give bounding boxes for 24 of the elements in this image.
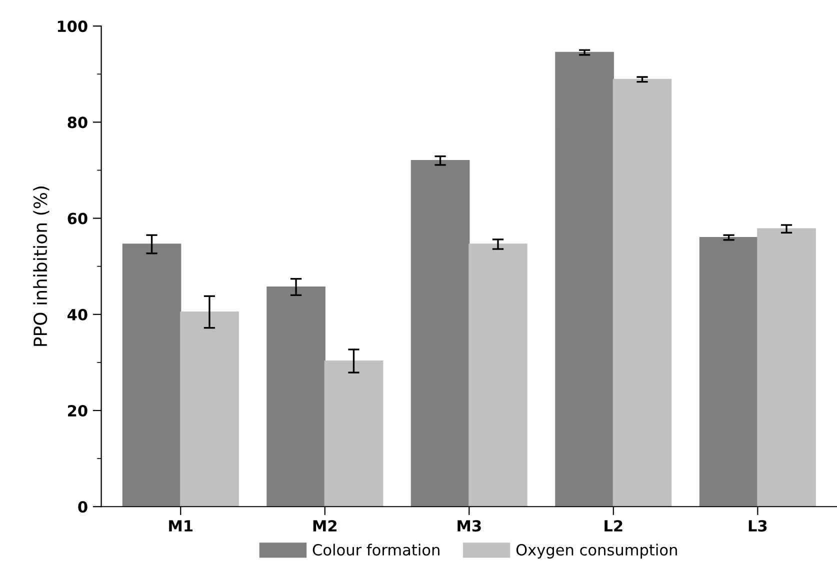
y-tick-label: 0 [78,501,88,513]
bar [468,244,528,507]
bar [555,52,614,507]
legend-label: Oxygen consumption [516,544,677,559]
bar [757,228,816,507]
bar [122,244,182,507]
legend-label: Colour formation [312,544,440,556]
x-tick-label: M3 [458,520,481,532]
y-tick-label: 40 [68,308,88,320]
x-tick-label: M2 [313,520,336,532]
bar [180,311,239,507]
y-tick-label: 60 [68,212,88,224]
bar [699,236,758,507]
bar [612,78,672,507]
y-tick-label: 20 [68,404,88,417]
x-tick-label: L2 [604,520,622,532]
y-axis-title: PPO inhibition (%) [33,186,50,346]
y-tick-label: 100 [58,20,88,32]
x-tick-label: L3 [748,520,767,532]
bar [410,160,470,507]
bar [324,360,384,507]
y-tick-label: 80 [68,116,88,128]
bar [266,286,326,507]
x-tick-label: M1 [169,520,192,532]
